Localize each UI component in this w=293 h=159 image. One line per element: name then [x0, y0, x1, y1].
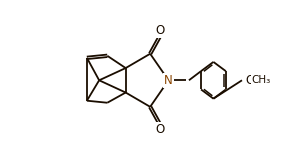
- Text: N: N: [164, 74, 173, 87]
- Text: O: O: [246, 74, 255, 87]
- Text: O: O: [156, 24, 165, 37]
- Text: O: O: [156, 123, 165, 136]
- Text: CH₃: CH₃: [251, 75, 271, 85]
